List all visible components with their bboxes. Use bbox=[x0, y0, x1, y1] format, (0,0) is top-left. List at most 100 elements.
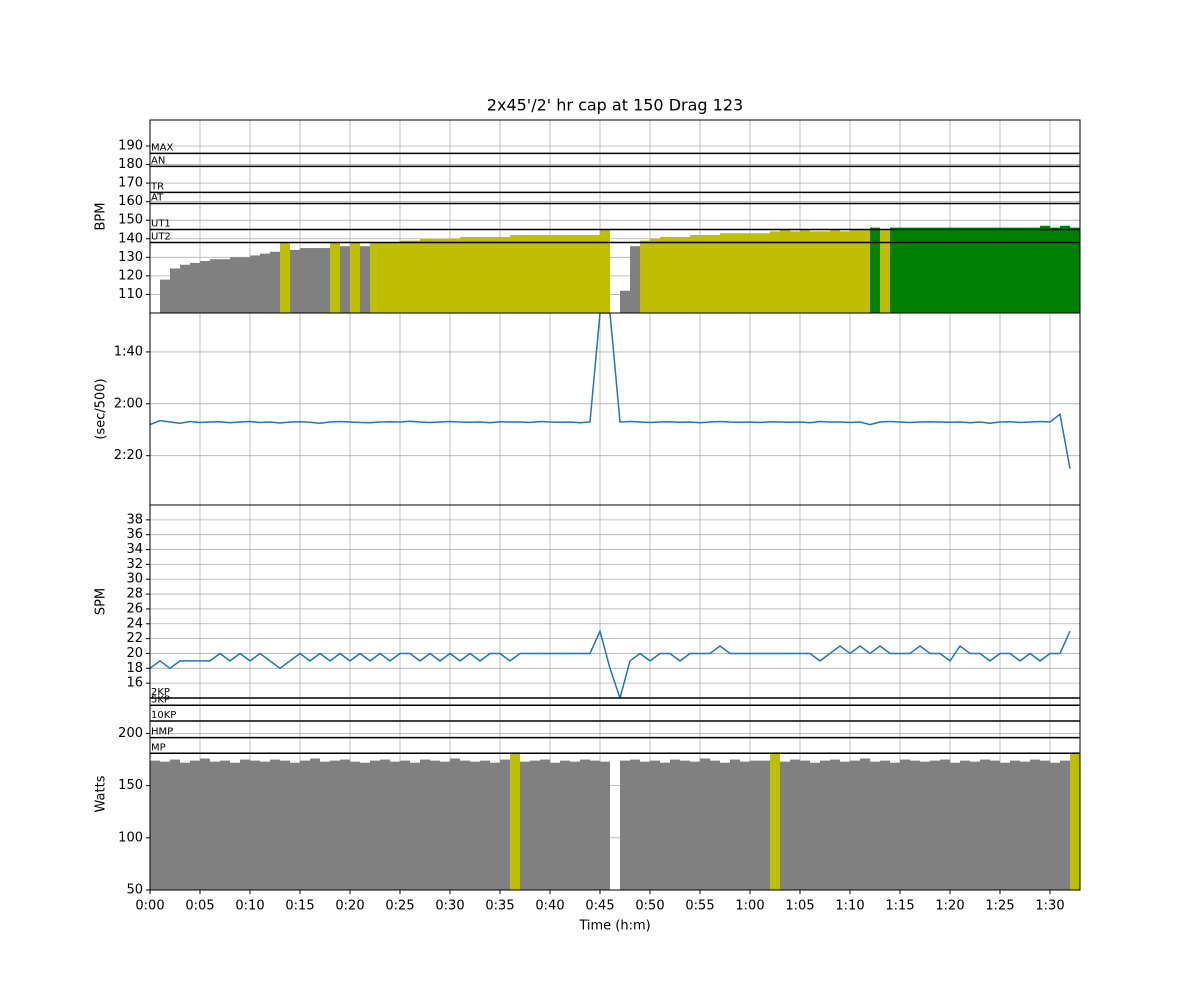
bar bbox=[600, 229, 610, 313]
bar bbox=[310, 248, 320, 313]
zone-label: 10KP bbox=[151, 710, 176, 721]
bar bbox=[790, 231, 800, 313]
bar bbox=[750, 760, 760, 890]
bar bbox=[830, 229, 840, 313]
bar bbox=[450, 238, 460, 313]
bar bbox=[510, 235, 520, 313]
bar bbox=[650, 760, 660, 890]
bar bbox=[990, 227, 1000, 313]
bar bbox=[980, 227, 990, 313]
y-axis-label: (sec/500) bbox=[94, 378, 109, 439]
bar bbox=[220, 259, 230, 313]
bar bbox=[460, 236, 470, 313]
bar bbox=[340, 246, 350, 313]
bar bbox=[530, 760, 540, 890]
bar bbox=[730, 233, 740, 313]
bar bbox=[190, 262, 200, 313]
bar bbox=[410, 762, 420, 890]
bar bbox=[730, 759, 740, 890]
bar bbox=[270, 759, 280, 890]
bar bbox=[660, 236, 670, 313]
y-tick-label: 180 bbox=[118, 157, 143, 172]
bar bbox=[640, 240, 650, 313]
bar bbox=[810, 231, 820, 313]
y-tick-label: 20 bbox=[126, 646, 143, 661]
bar bbox=[280, 760, 290, 890]
bar bbox=[740, 761, 750, 890]
bar bbox=[520, 761, 530, 890]
zone-label: MP bbox=[151, 742, 166, 753]
bar bbox=[870, 761, 880, 890]
bar bbox=[670, 236, 680, 313]
bar bbox=[240, 759, 250, 890]
bar bbox=[790, 759, 800, 890]
bar bbox=[1040, 225, 1050, 313]
line bbox=[150, 313, 1071, 469]
bar bbox=[720, 762, 730, 890]
bar bbox=[280, 242, 290, 313]
bar bbox=[840, 231, 850, 313]
bar bbox=[1010, 760, 1020, 890]
x-tick-label: 0:40 bbox=[535, 899, 564, 914]
bar bbox=[370, 760, 380, 890]
bar bbox=[970, 761, 980, 890]
bar bbox=[270, 251, 280, 313]
bar bbox=[200, 758, 210, 890]
x-axis-label: Time (h:m) bbox=[578, 919, 650, 934]
bar bbox=[890, 762, 900, 890]
bar bbox=[430, 238, 440, 313]
bar bbox=[500, 236, 510, 313]
bar bbox=[260, 253, 270, 313]
y-tick-label: 28 bbox=[126, 587, 143, 602]
x-tick-label: 1:30 bbox=[1035, 899, 1064, 914]
bar bbox=[760, 233, 770, 313]
y-tick-label: 18 bbox=[126, 661, 143, 676]
bar bbox=[540, 759, 550, 890]
bar bbox=[170, 268, 180, 313]
bar bbox=[250, 255, 260, 313]
bar bbox=[480, 760, 490, 890]
bar bbox=[840, 761, 850, 890]
x-tick-label: 1:20 bbox=[935, 899, 964, 914]
bar bbox=[620, 290, 630, 313]
bar bbox=[240, 257, 250, 313]
bar bbox=[370, 242, 380, 313]
y-tick-label: 200 bbox=[118, 726, 143, 741]
bar bbox=[980, 759, 990, 890]
bar bbox=[300, 760, 310, 890]
bar bbox=[340, 759, 350, 890]
bar bbox=[830, 759, 840, 890]
y-tick-label: 160 bbox=[118, 194, 143, 209]
y-tick-label: 120 bbox=[118, 268, 143, 283]
bar bbox=[620, 760, 630, 890]
bar bbox=[940, 227, 950, 313]
line bbox=[150, 628, 1071, 698]
bar bbox=[1060, 225, 1070, 313]
bar bbox=[740, 233, 750, 313]
bar bbox=[350, 761, 360, 890]
bar bbox=[480, 236, 490, 313]
bar bbox=[160, 279, 170, 313]
bar bbox=[750, 233, 760, 313]
bar bbox=[920, 227, 930, 313]
bar bbox=[880, 229, 890, 313]
bar bbox=[870, 227, 880, 313]
bar bbox=[470, 761, 480, 890]
bar bbox=[200, 261, 210, 313]
y-tick-label: 190 bbox=[118, 138, 143, 153]
plot-area bbox=[150, 120, 1080, 313]
bar bbox=[1010, 227, 1020, 313]
bar bbox=[150, 760, 160, 890]
y-tick-label: 36 bbox=[126, 527, 143, 542]
bar bbox=[330, 760, 340, 890]
bar bbox=[380, 759, 390, 890]
bar bbox=[230, 257, 240, 313]
bar bbox=[910, 760, 920, 890]
bar bbox=[850, 229, 860, 313]
y-tick-label: 170 bbox=[118, 176, 143, 191]
plot-area bbox=[150, 698, 1080, 890]
bar bbox=[1030, 759, 1040, 890]
zone-label: MAX bbox=[151, 142, 173, 153]
bar bbox=[160, 761, 170, 890]
y-axis-label: SPM bbox=[94, 588, 109, 615]
